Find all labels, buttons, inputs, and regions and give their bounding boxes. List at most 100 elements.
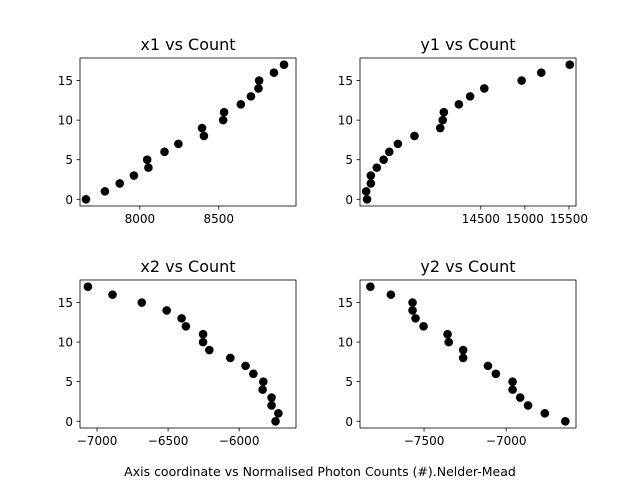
y-tick-label-x2: 5: [65, 375, 73, 389]
data-point-x1: [254, 84, 263, 93]
data-point-y1: [435, 123, 445, 133]
y-tick-label-x1: 5: [65, 153, 73, 167]
data-point-y1: [361, 187, 371, 196]
figure-caption: Axis coordinate vs Normalised Photon Cou…: [124, 464, 516, 479]
data-point-y2: [458, 353, 468, 363]
subplot-x2: x2 vs Count −7000 −6500 −6000 0 5 10 15: [58, 257, 297, 448]
data-point-y2: [508, 377, 517, 387]
subplot-x1: x1 vs Count 8000 8500 0 5 10 15: [58, 35, 297, 226]
data-point-y1: [372, 163, 382, 172]
data-point-x2: [249, 369, 258, 379]
data-point-x1: [142, 155, 152, 165]
data-point-x1: [100, 187, 110, 196]
y-tick-label-x2: 15: [58, 296, 73, 310]
data-point-y2: [444, 337, 453, 347]
subplot-y2: y2 vs Count −7500 −7000 0 5 10 15: [338, 257, 577, 448]
x-tick-label-x1: 8000: [125, 212, 156, 226]
x-tick-label-y1: 14500: [462, 212, 500, 226]
data-point-y1: [393, 139, 403, 149]
data-point-x2: [177, 314, 186, 323]
data-point-y1: [410, 131, 419, 141]
data-point-x1: [199, 131, 209, 141]
data-point-y2: [408, 298, 417, 307]
data-point-x1: [218, 115, 228, 125]
data-point-x2: [258, 385, 267, 394]
data-point-x1: [269, 68, 279, 77]
data-point-x1: [129, 171, 139, 180]
data-point-y1: [536, 68, 546, 77]
subplot-title-y2: y2 vs Count: [420, 257, 515, 276]
x-tick-label-x2: −6000: [219, 434, 260, 448]
axes-frame-y1: [359, 57, 577, 207]
y-tick-label-y2: 10: [338, 336, 353, 350]
data-point-x2: [162, 306, 171, 315]
data-point-x2: [271, 416, 280, 426]
subplot-title-y1: y1 vs Count: [420, 35, 515, 54]
data-point-y1: [565, 60, 575, 70]
data-point-y1: [384, 147, 394, 157]
data-point-x1: [144, 163, 153, 172]
x-tick-label-x1: 8500: [203, 212, 234, 226]
data-point-x2: [226, 353, 235, 363]
data-point-x2: [181, 321, 191, 331]
data-point-y2: [508, 385, 517, 394]
y-tick-label-x1: 10: [58, 114, 73, 128]
y-tick-label-y2: 15: [338, 296, 353, 310]
data-point-x2: [137, 298, 147, 307]
axes-frame-x1: [79, 57, 297, 207]
y-tick-label-y2: 0: [345, 415, 353, 429]
y-tick-label-x2: 0: [65, 415, 73, 429]
x-tick-label-y2: −7500: [404, 434, 445, 448]
data-point-x2: [267, 393, 276, 402]
y-tick-label-y1: 0: [345, 193, 353, 207]
data-point-y2: [561, 416, 570, 426]
data-point-x1: [246, 92, 256, 101]
data-point-y1: [517, 76, 526, 85]
data-point-y1: [480, 84, 489, 93]
data-point-x1: [197, 123, 207, 133]
data-point-x2: [198, 329, 208, 339]
data-point-x2: [274, 409, 283, 418]
data-point-y2: [458, 345, 468, 355]
data-point-y2: [411, 314, 420, 323]
y-tick-label-x2: 10: [58, 336, 73, 350]
data-point-y2: [515, 393, 525, 402]
data-point-x1: [174, 139, 183, 149]
data-point-y1: [465, 92, 475, 101]
subplot-grid: x1 vs Count 8000 8500 0 5 10 15 y1 vs Count 1450…: [58, 35, 588, 448]
x-tick-label-y1: 15000: [506, 212, 544, 226]
data-point-y2: [419, 321, 428, 331]
axes-frame-y2: [359, 279, 577, 429]
data-point-x1: [115, 179, 125, 188]
data-point-x2: [205, 345, 214, 355]
subplot-title-x2: x2 vs Count: [140, 257, 235, 276]
data-point-x2: [83, 282, 93, 292]
data-point-y1: [366, 179, 376, 188]
data-point-y1: [362, 194, 372, 204]
x-tick-label-x2: −7000: [77, 434, 118, 448]
data-point-y2: [523, 401, 533, 410]
y-tick-label-x1: 15: [58, 74, 73, 88]
data-point-y2: [540, 409, 550, 418]
data-point-y2: [483, 361, 493, 371]
data-point-x2: [267, 401, 276, 410]
data-point-x1: [81, 194, 91, 204]
data-point-x1: [236, 99, 246, 109]
x-tick-label-y2: −7000: [486, 434, 527, 448]
data-point-y2: [366, 282, 375, 292]
x-tick-label-x2: −6500: [148, 434, 189, 448]
data-point-x2: [241, 361, 250, 371]
data-point-y2: [386, 290, 396, 299]
data-point-y2: [408, 306, 417, 315]
data-point-x2: [108, 290, 117, 299]
y-tick-label-x1: 0: [65, 193, 73, 207]
data-point-y1: [379, 155, 388, 165]
data-point-x1: [254, 76, 264, 85]
x-tick-label-y1: 15500: [550, 212, 588, 226]
data-point-y1: [454, 99, 464, 109]
subplot-title-x1: x1 vs Count: [140, 35, 235, 54]
data-point-y2: [443, 329, 452, 339]
data-point-y1: [366, 171, 376, 180]
